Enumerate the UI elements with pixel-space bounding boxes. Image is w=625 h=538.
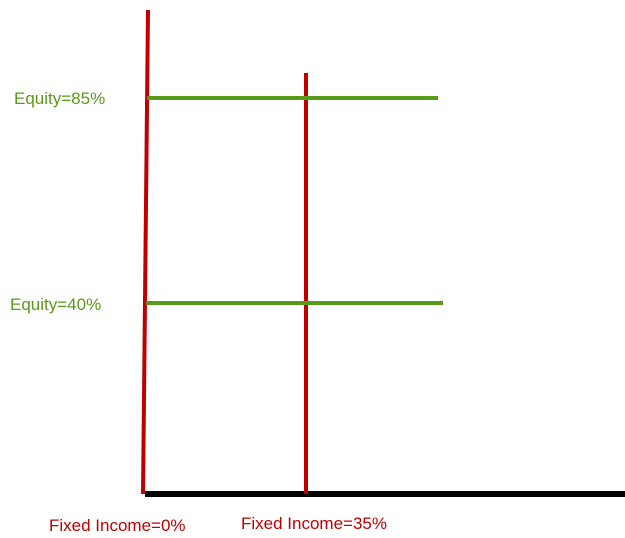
fixed-income-35-label: Fixed Income=35% [241,514,387,533]
fixed-income-0-label: Fixed Income=0% [49,516,186,535]
equity-40-label: Equity=40% [10,295,101,314]
equity-85-label: Equity=85% [14,89,105,108]
left-axis-line [141,9,150,495]
